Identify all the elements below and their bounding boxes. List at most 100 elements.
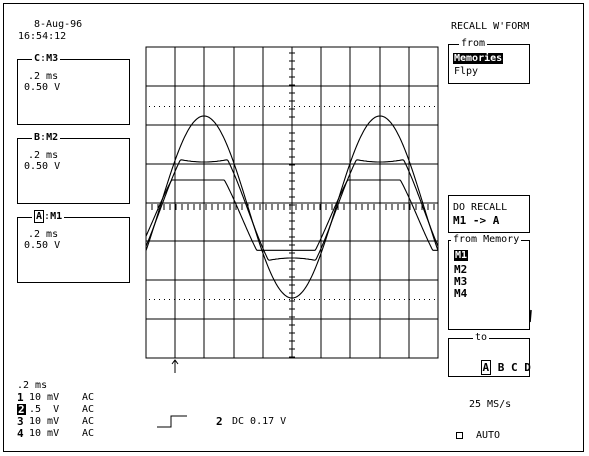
scope-screen — [3, 3, 584, 452]
waveform-clipped-upper — [145, 159, 439, 261]
grid-dot — [259, 106, 260, 107]
grid-dot — [169, 299, 170, 300]
from-memory-box[interactable]: from Memory M1 M2 M3 M4 — [448, 234, 530, 330]
grid-dot — [409, 299, 410, 300]
auto-checkbox[interactable] — [456, 432, 463, 439]
grid-dot — [419, 106, 420, 107]
channel-3-coupling: AC — [82, 416, 95, 427]
grid-dot — [329, 106, 330, 107]
grid-dot — [299, 299, 300, 300]
grid-dot — [364, 299, 365, 300]
trigger-edge-icon — [157, 415, 187, 428]
grid-dot — [344, 299, 345, 300]
grid-dot — [414, 299, 415, 300]
grid-dot — [299, 106, 300, 107]
grid-dot — [214, 106, 215, 107]
trace-box-a[interactable]: A:M1 .2 ms 0.50 V — [17, 210, 130, 283]
memory-item-m1[interactable]: M1 — [454, 250, 469, 261]
trigger-channel: 2 — [216, 415, 223, 428]
grid-dot — [304, 106, 305, 107]
do-recall-value: M1 -> A — [453, 214, 500, 227]
scroll-indicator-icon — [529, 309, 532, 323]
grid-dot — [284, 106, 285, 107]
memory-item-m4[interactable]: M4 — [454, 287, 468, 300]
to-option-c[interactable]: C — [511, 361, 518, 374]
channel-2-number: 2 — [17, 403, 26, 416]
channel-4-scale: 10 mV — [29, 428, 60, 439]
grid-dot — [369, 106, 370, 107]
grid-dot — [279, 299, 280, 300]
grid-dot — [374, 299, 375, 300]
grid-dot — [269, 299, 270, 300]
grid-dot — [424, 299, 425, 300]
channel-3-number: 3 — [17, 415, 24, 428]
grid-dot — [214, 299, 215, 300]
grid-dot — [154, 299, 155, 300]
grid-dot — [184, 299, 185, 300]
grid-dot — [314, 299, 315, 300]
grid-dot — [209, 299, 210, 300]
grid-dot — [194, 299, 195, 300]
grid-dot — [249, 106, 250, 107]
trace-a-timebase: .2 ms — [28, 229, 59, 240]
grid-dot — [334, 106, 335, 107]
to-option-b[interactable]: B — [497, 361, 505, 374]
grid-dot — [199, 106, 200, 107]
to-option-d[interactable]: D — [524, 361, 531, 374]
grid-dot — [254, 106, 255, 107]
trace-box-b[interactable]: B:M2 .2 ms 0.50 V — [17, 132, 130, 204]
grid-dot — [264, 299, 265, 300]
from-option-flpy[interactable]: Flpy — [454, 66, 479, 77]
from-option-memories[interactable]: Memories — [453, 53, 504, 64]
grid-dot — [309, 299, 310, 300]
grid-dot — [254, 299, 255, 300]
do-recall-label: DO RECALL — [453, 202, 508, 213]
grid-dot — [354, 106, 355, 107]
from-legend: from — [459, 38, 488, 49]
to-option-a[interactable]: A — [480, 360, 492, 375]
trace-b-timebase: .2 ms — [28, 150, 59, 161]
grid-dot — [184, 106, 185, 107]
memory-item-m2[interactable]: M2 — [454, 263, 468, 276]
from-box[interactable]: from Memories Flpy — [448, 38, 530, 84]
trace-box-c-title: C:M3 — [32, 53, 61, 64]
grid-dot — [434, 106, 435, 107]
grid-dot — [404, 299, 405, 300]
grid-dot — [194, 106, 195, 107]
trace-c-volts: 0.50 V — [24, 82, 61, 93]
grid-dot — [304, 299, 305, 300]
grid-dot — [294, 106, 295, 107]
grid-dot — [379, 299, 380, 300]
trace-box-c[interactable]: C:M3 .2 ms 0.50 V — [17, 53, 130, 125]
grid-dot — [174, 106, 175, 107]
to-box[interactable]: to A B C D — [448, 332, 531, 377]
grid-dot — [359, 299, 360, 300]
grid-dot — [274, 106, 275, 107]
channel-2-coupling: AC — [82, 404, 95, 415]
channel-3-scale: 10 mV — [29, 416, 60, 427]
trace-box-a-title: A:M1 — [32, 210, 65, 223]
grid-dot — [244, 106, 245, 107]
grid-dot — [319, 106, 320, 107]
grid-dot — [349, 299, 350, 300]
grid-dot — [349, 106, 350, 107]
trace-box-b-title: B:M2 — [32, 132, 61, 143]
grid-dot — [289, 299, 290, 300]
grid-dot — [324, 299, 325, 300]
grid-dot — [339, 299, 340, 300]
grid-dot — [204, 299, 205, 300]
channel-4-coupling: AC — [82, 428, 95, 439]
grid-dot — [259, 299, 260, 300]
menu-title: RECALL W'FORM — [451, 21, 530, 32]
grid-dot — [404, 106, 405, 107]
time-label: 16:54:12 — [18, 31, 67, 42]
memory-item-m3[interactable]: M3 — [454, 275, 468, 288]
do-recall-button[interactable]: DO RECALL M1 -> A — [448, 195, 530, 233]
trace-b-volts: 0.50 V — [24, 161, 61, 172]
channel-2-scale: .5 V — [29, 404, 60, 415]
grid-dot — [159, 106, 160, 107]
sample-rate: 25 MS/s — [469, 399, 512, 410]
date-label: 8-Aug-96 — [34, 19, 83, 30]
grid-dot — [399, 106, 400, 107]
